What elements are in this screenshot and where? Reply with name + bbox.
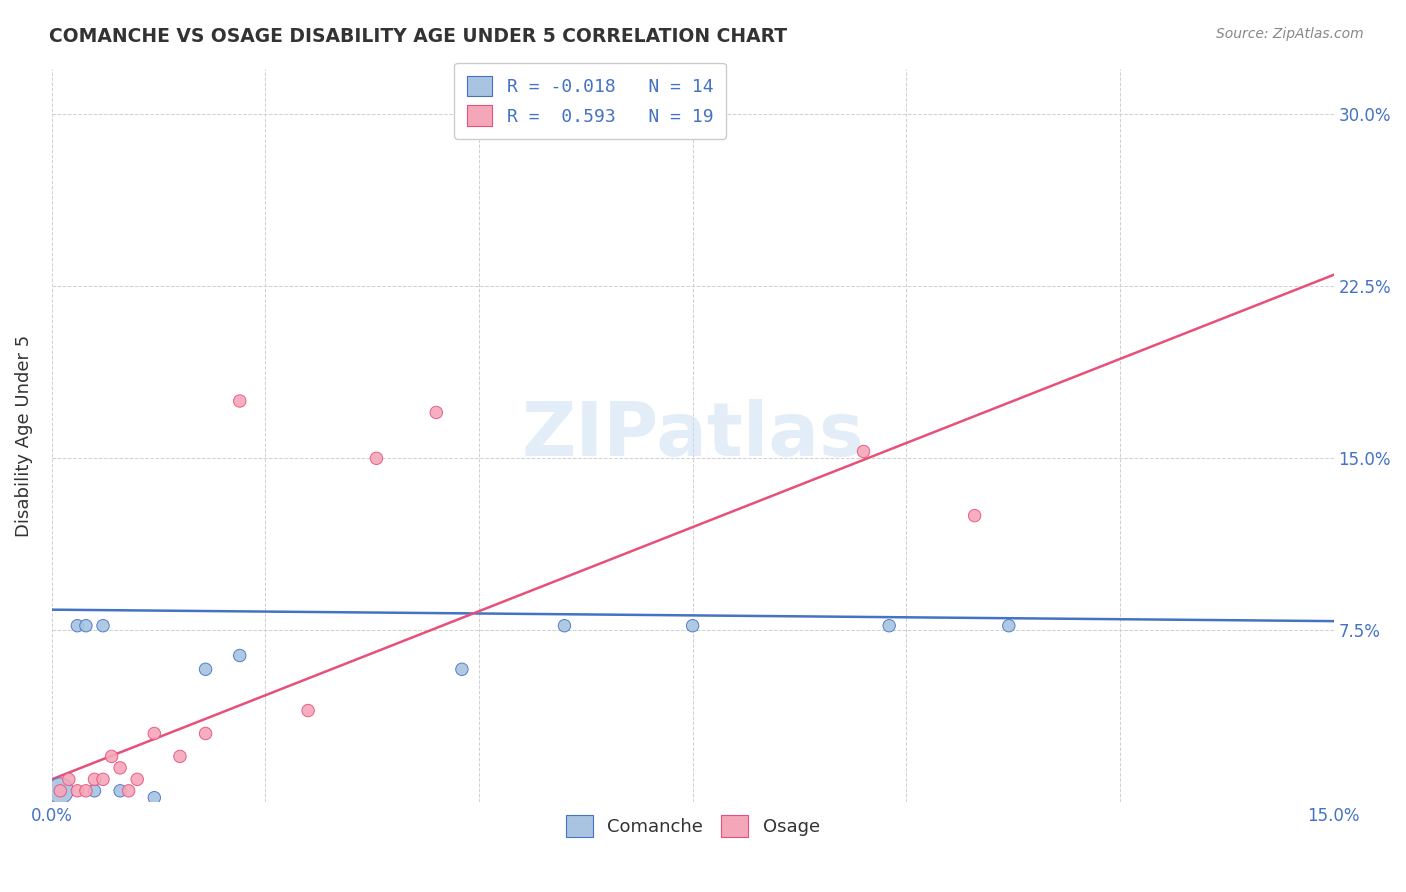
Point [297, 704, 319, 718]
Point [75, 784, 97, 798]
Point [425, 405, 447, 419]
Point [143, 790, 166, 805]
Point [118, 784, 141, 798]
Point [997, 618, 1019, 632]
Point [194, 662, 217, 676]
Point [366, 451, 388, 466]
Point [852, 444, 875, 458]
Point [127, 772, 149, 787]
Point [682, 618, 704, 632]
Point [83, 784, 105, 798]
Point [83, 772, 105, 787]
Point [100, 749, 122, 764]
Point [49, 784, 72, 798]
Point [553, 618, 575, 632]
Point [194, 726, 217, 740]
Text: COMANCHE VS OSAGE DISABILITY AGE UNDER 5 CORRELATION CHART: COMANCHE VS OSAGE DISABILITY AGE UNDER 5… [49, 27, 787, 45]
Point [75, 618, 97, 632]
Point [66, 618, 89, 632]
Point [66, 784, 89, 798]
Point [229, 394, 252, 409]
Point [91, 772, 114, 787]
Point [963, 508, 986, 523]
Point [229, 648, 252, 663]
Point [877, 618, 900, 632]
Point [108, 784, 131, 798]
Point [451, 662, 474, 676]
Point [169, 749, 191, 764]
Text: Source: ZipAtlas.com: Source: ZipAtlas.com [1216, 27, 1364, 41]
Point [108, 761, 131, 775]
Legend: Comanche, Osage: Comanche, Osage [558, 808, 827, 845]
Point [49, 784, 72, 798]
Point [143, 726, 166, 740]
Text: ZIPatlas: ZIPatlas [522, 399, 863, 472]
Point [91, 618, 114, 632]
Point [58, 772, 80, 787]
Y-axis label: Disability Age Under 5: Disability Age Under 5 [15, 334, 32, 536]
